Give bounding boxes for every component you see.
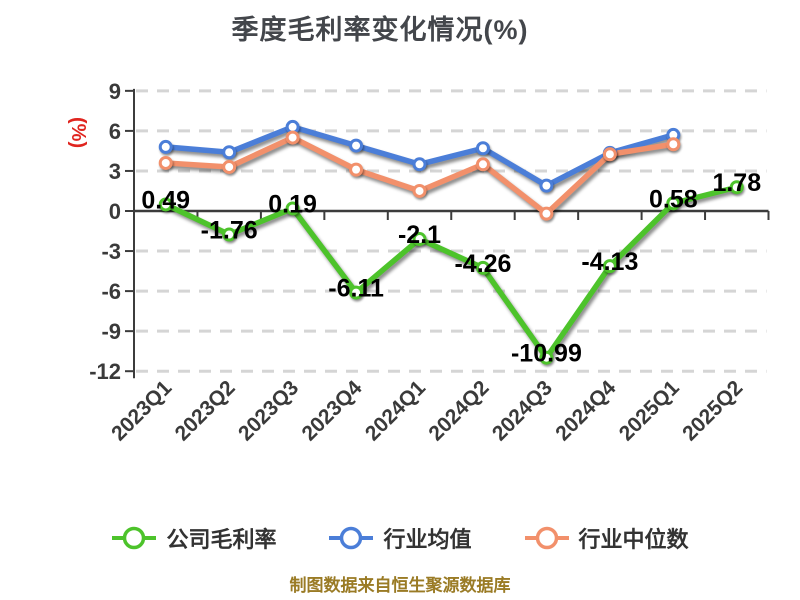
- data-point-公司毛利率: [412, 232, 427, 247]
- data-point-行业中位数: [666, 137, 681, 152]
- data-point-公司毛利率: [666, 196, 681, 211]
- series-line-公司毛利率: [162, 184, 740, 361]
- data-point-行业中位数: [222, 159, 237, 174]
- legend-item-industry-median: 行业中位数: [524, 522, 689, 554]
- y-tick-label: 0: [109, 199, 121, 224]
- data-point-公司毛利率: [349, 285, 364, 300]
- data-point-行业均值: [349, 138, 364, 153]
- x-category-label: 2023Q3: [234, 376, 303, 445]
- value-label: 0.58: [649, 185, 698, 213]
- x-category-label: 2024Q2: [424, 376, 493, 445]
- value-label: -10.99: [511, 340, 582, 368]
- value-label: -4.26: [454, 250, 511, 278]
- x-category-label: 2025Q2: [678, 376, 747, 445]
- value-label: -4.13: [581, 248, 638, 276]
- blue-line-marker-icon: [329, 526, 374, 550]
- data-point-行业中位数: [349, 162, 364, 177]
- data-point-公司毛利率: [539, 350, 554, 365]
- x-category-label: 2023Q4: [298, 376, 367, 445]
- y-tick-label: -6: [101, 279, 121, 304]
- data-point-行业中位数: [412, 183, 427, 198]
- value-label: -1.76: [201, 216, 258, 244]
- data-point-行业均值: [539, 178, 554, 193]
- y-tick-label: -9: [101, 319, 121, 344]
- legend-label: 行业中位数: [578, 527, 689, 552]
- data-point-行业均值: [158, 139, 173, 154]
- orange-line-marker-icon: [524, 526, 569, 550]
- data-point-行业中位数: [602, 147, 617, 162]
- x-category-label: 2024Q3: [488, 376, 557, 445]
- data-point-行业均值: [412, 157, 427, 172]
- x-category-label: 2025Q1: [615, 376, 684, 445]
- value-label: 0.49: [141, 186, 190, 214]
- data-point-公司毛利率: [729, 180, 744, 195]
- green-line-marker-icon: [112, 526, 157, 550]
- data-point-行业中位数: [539, 206, 554, 221]
- data-point-公司毛利率: [222, 227, 237, 242]
- series-line-行业均值: [162, 124, 677, 189]
- value-label: -6.11: [328, 275, 384, 303]
- data-point-行业中位数: [475, 157, 490, 172]
- y-tick-label: -12: [89, 359, 121, 384]
- data-source-note: 制图数据来自恒生聚源数据库: [289, 576, 511, 595]
- y-tick-label: 9: [109, 79, 121, 104]
- value-label: 0.19: [268, 190, 317, 218]
- legend-item-company-gross-margin: 公司毛利率: [111, 522, 276, 554]
- data-point-行业均值: [475, 141, 490, 156]
- y-tick-label: 3: [109, 159, 121, 184]
- legend-label: 公司毛利率: [166, 527, 277, 552]
- y-tick-label: 6: [109, 119, 121, 144]
- legend-item-industry-average: 行业均值: [328, 522, 472, 554]
- x-category-label: 2023Q1: [107, 376, 176, 445]
- x-category-label: 2024Q1: [361, 376, 430, 445]
- data-point-行业中位数: [158, 155, 173, 170]
- legend-label: 行业均值: [383, 527, 472, 552]
- y-tick-label: -3: [101, 239, 121, 264]
- data-point-行业中位数: [285, 130, 300, 145]
- data-point-公司毛利率: [158, 197, 173, 212]
- data-point-公司毛利率: [285, 201, 300, 216]
- x-category-label: 2023Q2: [171, 376, 240, 445]
- data-point-公司毛利率: [475, 260, 490, 275]
- data-point-公司毛利率: [602, 259, 617, 274]
- chart-legend: 公司毛利率 行业均值 行业中位数: [0, 520, 800, 556]
- data-point-行业均值: [222, 145, 237, 160]
- value-label: 1.78: [712, 169, 761, 197]
- x-category-label: 2024Q4: [551, 376, 620, 445]
- chart-title: 季度毛利率变化情况(%): [231, 15, 529, 45]
- value-label: -2.1: [398, 221, 441, 249]
